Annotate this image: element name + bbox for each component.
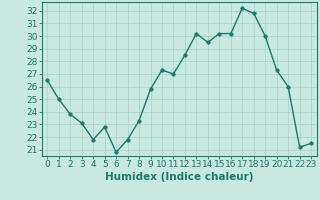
X-axis label: Humidex (Indice chaleur): Humidex (Indice chaleur)	[105, 172, 253, 182]
